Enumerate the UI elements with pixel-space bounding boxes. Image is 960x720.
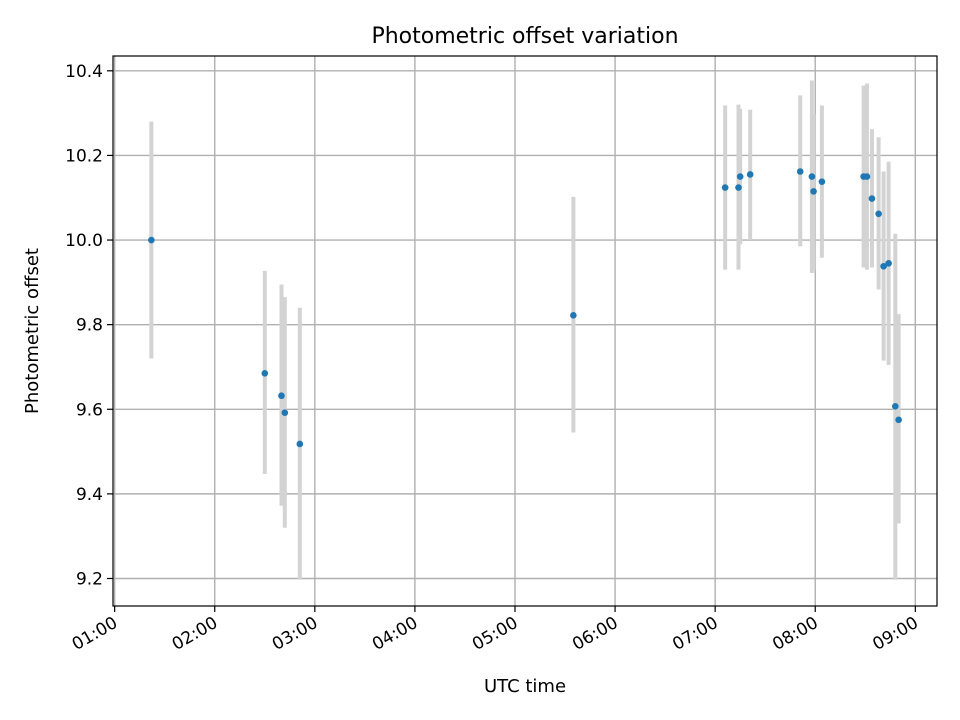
data-point xyxy=(721,184,729,191)
y-tick-label: 9.4 xyxy=(76,485,103,505)
y-tick-label: 9.6 xyxy=(76,400,103,420)
y-tick-label: 9.2 xyxy=(76,570,103,590)
data-point xyxy=(875,210,882,218)
data-point xyxy=(885,260,892,267)
y-axis-ticks: 9.2 9.4 9.6 9.8 10.0 10.2 10.4 xyxy=(65,62,113,590)
y-axis-label: Photometric offset xyxy=(22,248,43,414)
data-point xyxy=(891,403,899,410)
chart-title: Photometric offset variation xyxy=(371,24,678,49)
data-point xyxy=(818,178,826,185)
data-point xyxy=(736,173,744,180)
data-point xyxy=(281,409,289,416)
data-point xyxy=(863,173,871,180)
y-tick-label: 10.0 xyxy=(65,231,103,251)
data-point xyxy=(148,236,155,244)
data-point xyxy=(296,440,304,448)
data-point xyxy=(746,171,754,178)
data-point xyxy=(735,184,742,191)
x-axis-label: UTC time xyxy=(484,676,566,697)
plot-frame xyxy=(112,55,938,607)
y-tick-label: 10.2 xyxy=(65,146,103,166)
data-point xyxy=(810,188,817,195)
grid xyxy=(113,56,937,606)
data-point xyxy=(570,312,577,319)
data-point xyxy=(868,195,876,202)
data-point xyxy=(261,370,269,377)
data-point xyxy=(796,168,804,175)
data-point xyxy=(808,173,816,180)
y-tick-label: 9.8 xyxy=(76,316,103,336)
data-point xyxy=(895,416,902,424)
data-point xyxy=(880,262,887,270)
data-points xyxy=(148,168,902,448)
data-point xyxy=(278,392,285,400)
y-tick-label: 10.4 xyxy=(65,62,103,82)
